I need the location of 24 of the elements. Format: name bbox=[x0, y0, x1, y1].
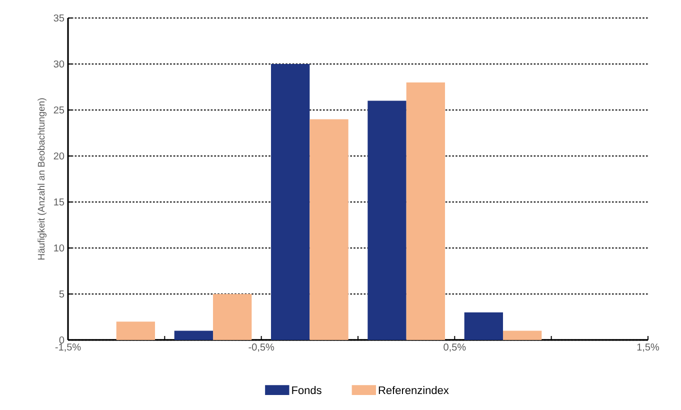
x-tick-label: -0,5% bbox=[248, 344, 274, 352]
y-tick-label: 30 bbox=[54, 60, 64, 68]
y-axis-title: Häufigkeit (Anzahl an Beobachtungen) bbox=[38, 98, 46, 260]
y-tick-label: 5 bbox=[59, 290, 64, 298]
bar bbox=[271, 64, 310, 340]
x-tick-label: 1,5% bbox=[637, 344, 660, 352]
legend-label: Referenzindex bbox=[378, 386, 449, 394]
bar bbox=[368, 100, 406, 340]
legend-label: Fonds bbox=[292, 386, 322, 394]
y-tick-label: 25 bbox=[54, 106, 64, 114]
bar bbox=[406, 82, 445, 340]
bar bbox=[502, 330, 542, 340]
y-tick-label: 10 bbox=[54, 244, 64, 252]
bar bbox=[116, 322, 156, 340]
y-tick-label: 20 bbox=[54, 152, 64, 160]
x-tick-label: -1,5% bbox=[55, 344, 81, 352]
bar bbox=[174, 330, 213, 340]
y-tick-label: 35 bbox=[54, 14, 64, 22]
x-tick-label: 0,5% bbox=[444, 344, 466, 352]
bar bbox=[310, 119, 348, 340]
y-tick-label: 0 bbox=[59, 336, 64, 344]
bar bbox=[213, 294, 252, 340]
bar bbox=[464, 312, 503, 340]
y-tick-label: 15 bbox=[54, 198, 64, 206]
